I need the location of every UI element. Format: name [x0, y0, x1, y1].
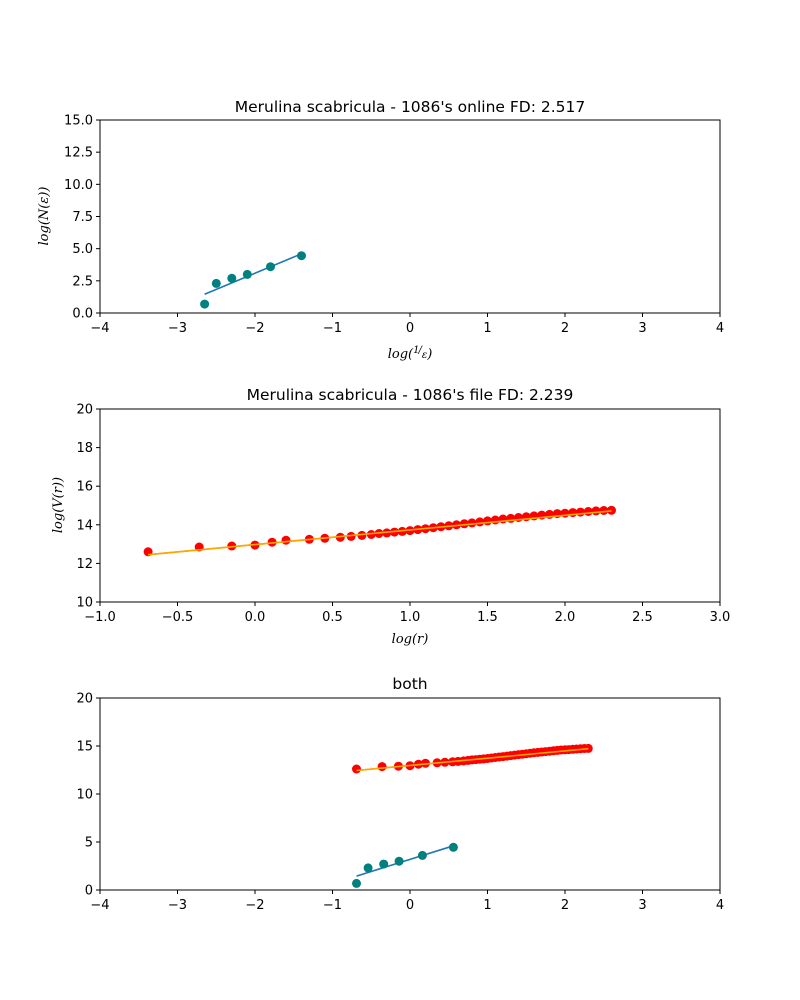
- x-tick-label: 1.0: [400, 610, 421, 625]
- x-tick-label: 4: [716, 898, 724, 913]
- y-tick-label: 10.0: [64, 178, 93, 193]
- y-tick-label: 12.5: [64, 146, 93, 161]
- data-point: [490, 515, 500, 525]
- x-tick-label: 0.0: [245, 610, 266, 625]
- panel-both: both −4 −3 −2 −1 0 1 2 3 4 0 5 10 15 20: [76, 675, 724, 913]
- data-point: [475, 517, 485, 527]
- data-point: [448, 842, 458, 852]
- data-point: [242, 269, 252, 279]
- data-point: [576, 507, 585, 517]
- data-point: [583, 507, 593, 516]
- data-point: [357, 530, 367, 540]
- data-point: [200, 299, 210, 309]
- data-point: [568, 508, 578, 518]
- x-tick-label: −1.0: [84, 610, 116, 625]
- x-tick-label: 1: [483, 321, 491, 336]
- x-tick-label: 3: [638, 321, 646, 336]
- y-tick-label: 15: [76, 740, 93, 755]
- y-tick-label: 15.0: [64, 114, 93, 129]
- y-tick-label: 0.0: [72, 307, 93, 322]
- data-point: [506, 513, 516, 523]
- data-point: [281, 535, 291, 545]
- data-point: [377, 762, 387, 772]
- data-point: [352, 878, 361, 888]
- data-point: [352, 764, 361, 774]
- y-tick-label: 0: [85, 884, 93, 899]
- fit-line-overlay: [148, 510, 612, 556]
- data-point: [459, 519, 469, 529]
- y-tick-label: 7.5: [72, 210, 93, 225]
- panel-file-title: Merulina scabricula - 1086's file FD: 2.…: [247, 386, 574, 404]
- x-tick-label: 2: [561, 321, 569, 336]
- y-tick-label: 10: [76, 596, 93, 611]
- fit-line: [204, 253, 302, 296]
- x-tick-label: 4: [716, 321, 724, 336]
- panel-both-ticks: −4 −3 −2 −1 0 1 2 3 4 0 5 10 15 20: [76, 692, 724, 914]
- panel-file-xlabel: log(r): [392, 632, 429, 647]
- data-point: [591, 506, 601, 516]
- data-point: [266, 262, 275, 272]
- data-point: [483, 516, 492, 526]
- panel-online-ylabel: log(N(ε)): [37, 187, 52, 246]
- x-tick-label: 0: [406, 321, 414, 336]
- data-point: [467, 518, 477, 528]
- data-point: [599, 506, 609, 515]
- y-tick-label: 5: [85, 836, 93, 851]
- panel-online-xlabel: log(1/ε): [388, 345, 433, 362]
- x-tick-label: −4: [90, 898, 109, 913]
- x-tick-label: 2.0: [555, 610, 576, 625]
- data-point: [227, 273, 237, 283]
- x-tick-label: −3: [168, 898, 187, 913]
- y-tick-label: 10: [76, 788, 93, 803]
- data-point: [583, 743, 593, 753]
- x-tick-label: −2: [245, 898, 264, 913]
- panel-online-title: Merulina scabricula - 1086's online FD: …: [235, 98, 585, 116]
- y-tick-label: 16: [76, 480, 93, 495]
- x-tick-label: 2.5: [632, 610, 653, 625]
- data-point: [366, 530, 376, 539]
- data-point: [297, 251, 306, 261]
- x-tick-label: −1: [323, 898, 342, 913]
- x-tick-label: 3.0: [710, 610, 731, 625]
- panel-online: Merulina scabricula - 1086's online FD: …: [37, 98, 724, 362]
- x-tick-label: −4: [90, 321, 109, 336]
- panel-both-title: both: [392, 675, 427, 693]
- x-tick-label: 1: [483, 898, 491, 913]
- x-tick-label: 3: [638, 898, 646, 913]
- y-tick-label: 20: [76, 692, 93, 707]
- panel-file-ticks: −1.0 −0.5 0.0 0.5 1.0 1.5 2.0 2.5 3.0 10 12 14 16 18 2…: [76, 403, 730, 626]
- y-tick-label: 5.0: [72, 242, 93, 257]
- panel-both-marks: [352, 743, 593, 888]
- x-tick-label: −2: [245, 321, 264, 336]
- data-point: [363, 863, 373, 873]
- data-point: [211, 278, 221, 288]
- data-point: [346, 531, 356, 541]
- panel-online-marks: [200, 251, 306, 309]
- x-tick-label: −0.5: [162, 610, 194, 625]
- data-point: [379, 859, 389, 869]
- x-tick-label: −1: [323, 321, 342, 336]
- data-point: [417, 850, 427, 860]
- y-tick-label: 2.5: [72, 274, 93, 289]
- y-tick-label: 18: [76, 441, 93, 456]
- panel-file: Merulina scabricula - 1086's file FD: 2.…: [51, 386, 730, 647]
- panel-online-ticks: −4 −3 −2 −1 0 1 2 3 4 0.0 2.5 5.0 7.5 10.0 12.5 15.0: [64, 114, 724, 337]
- panel-file-marks: [143, 505, 616, 557]
- panel-file-ylabel: log(V(r)): [51, 477, 66, 533]
- x-tick-label: 0: [406, 898, 414, 913]
- fit-line: [356, 845, 454, 877]
- data-point: [394, 856, 404, 866]
- x-tick-label: 0.5: [322, 610, 343, 625]
- fit-line-overlay: [356, 747, 589, 772]
- x-tick-label: 2: [561, 898, 569, 913]
- y-tick-label: 20: [76, 403, 93, 418]
- data-point: [607, 505, 616, 515]
- y-tick-label: 12: [76, 557, 93, 572]
- x-tick-label: 1.5: [477, 610, 498, 625]
- x-tick-label: −3: [168, 321, 187, 336]
- y-tick-label: 14: [76, 518, 93, 533]
